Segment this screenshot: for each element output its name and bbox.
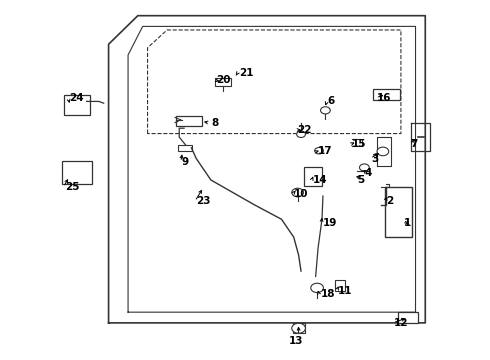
Bar	[373, 89, 400, 100]
Text: 2: 2	[386, 197, 393, 206]
Bar	[178, 145, 192, 151]
Text: 14: 14	[313, 175, 328, 185]
Text: 24: 24	[70, 93, 84, 103]
Text: 4: 4	[365, 168, 372, 178]
Bar	[293, 323, 305, 333]
Circle shape	[292, 323, 305, 333]
Text: 20: 20	[216, 75, 230, 85]
Text: 7: 7	[411, 139, 418, 149]
Text: 13: 13	[289, 336, 303, 346]
Bar	[304, 167, 322, 186]
Circle shape	[377, 147, 389, 156]
Circle shape	[320, 107, 330, 114]
Text: 15: 15	[352, 139, 367, 149]
Text: 21: 21	[239, 68, 254, 78]
Bar	[335, 280, 345, 291]
Circle shape	[292, 188, 303, 197]
Bar	[385, 187, 412, 237]
Bar	[398, 312, 418, 323]
Text: 9: 9	[182, 157, 189, 167]
Text: 6: 6	[328, 96, 335, 107]
Bar	[62, 161, 92, 184]
Text: 3: 3	[372, 154, 379, 163]
Circle shape	[296, 131, 305, 138]
Circle shape	[311, 283, 323, 293]
Text: 11: 11	[338, 286, 352, 296]
Text: 1: 1	[403, 218, 411, 228]
Text: 22: 22	[297, 125, 312, 135]
Text: 12: 12	[393, 318, 408, 328]
Text: 25: 25	[65, 182, 79, 192]
Circle shape	[315, 148, 323, 154]
Text: 17: 17	[318, 147, 333, 157]
Bar	[64, 95, 90, 115]
Bar	[175, 116, 202, 126]
Text: 23: 23	[196, 197, 211, 206]
Text: 16: 16	[376, 93, 391, 103]
Text: 5: 5	[357, 175, 364, 185]
Text: 18: 18	[320, 289, 335, 299]
Text: 8: 8	[211, 118, 218, 128]
Bar	[215, 78, 231, 86]
Text: 10: 10	[294, 189, 308, 199]
Circle shape	[360, 164, 369, 171]
Text: 19: 19	[323, 218, 337, 228]
